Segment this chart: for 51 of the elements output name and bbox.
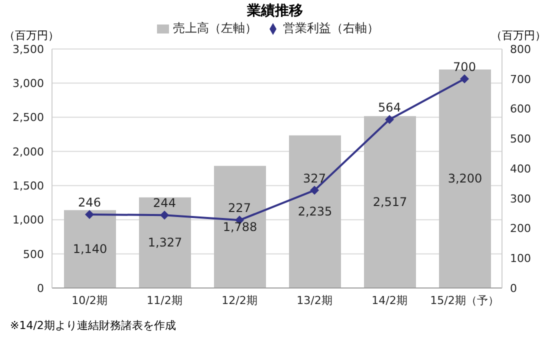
y2-tick-label: 300 [510, 192, 531, 206]
y2-tick-label: 0 [510, 282, 517, 295]
x-tick-label: 10/2期 [72, 294, 108, 307]
x-tick-label: 13/2期 [296, 294, 332, 307]
data-label: 1,140 [72, 242, 108, 256]
y-tick-label: 0 [37, 282, 44, 295]
data-label: 2,235 [298, 204, 332, 219]
x-tick-label: 11/2期 [146, 294, 182, 307]
y2-tick-label: 500 [510, 132, 531, 146]
bar [364, 116, 416, 288]
chart-title: 業績推移 [246, 2, 304, 20]
point [85, 210, 94, 220]
bar [139, 197, 191, 288]
x-tick-label: 15/2期（予） [430, 294, 499, 307]
y2-axis-title: （百万円） [491, 28, 546, 43]
x-tick-label: 12/2期 [222, 294, 258, 307]
point [310, 186, 319, 195]
y-tick-label: 2,000 [12, 145, 44, 158]
legend-label: 営業利益（右軸） [283, 21, 379, 35]
y2-tick-label: 600 [510, 102, 531, 116]
data-label: 246 [78, 196, 101, 210]
y-tick-label: 3,500 [12, 42, 44, 56]
y2-tick-label: 400 [510, 162, 531, 176]
point [160, 210, 169, 220]
bar [64, 210, 116, 288]
y2-tick-label: 700 [510, 72, 531, 86]
y2-tick-label: 100 [510, 252, 531, 266]
y-tick-label: 2,500 [12, 111, 44, 124]
data-label: 3,200 [448, 172, 482, 186]
data-label: 564 [378, 100, 401, 115]
y-tick-label: 1,500 [12, 179, 44, 192]
data-label: 1,788 [222, 220, 258, 234]
y-tick-label: 3,000 [12, 77, 44, 90]
text: ※14/2期より連結財務諸表を作成 [10, 318, 176, 333]
legend-label: 売上高（左軸） [173, 21, 257, 35]
y2-tick-label: 800 [510, 42, 531, 56]
bar [289, 135, 341, 288]
y-axis-title: （百万円） [4, 28, 59, 43]
data-label: 227 [228, 201, 251, 216]
data-label: 244 [153, 196, 176, 210]
data-label: 327 [303, 171, 326, 186]
point [460, 74, 469, 84]
data-label: 700 [453, 60, 476, 74]
point [385, 115, 394, 124]
x-tick-label: 14/2期 [372, 294, 408, 307]
y-tick-label: 1,000 [12, 214, 44, 227]
data-label: 1,327 [148, 236, 182, 250]
y-tick-label: 500 [23, 248, 44, 261]
bar [214, 166, 266, 288]
y2-tick-label: 200 [510, 222, 531, 236]
data-label: 2,517 [372, 195, 408, 210]
